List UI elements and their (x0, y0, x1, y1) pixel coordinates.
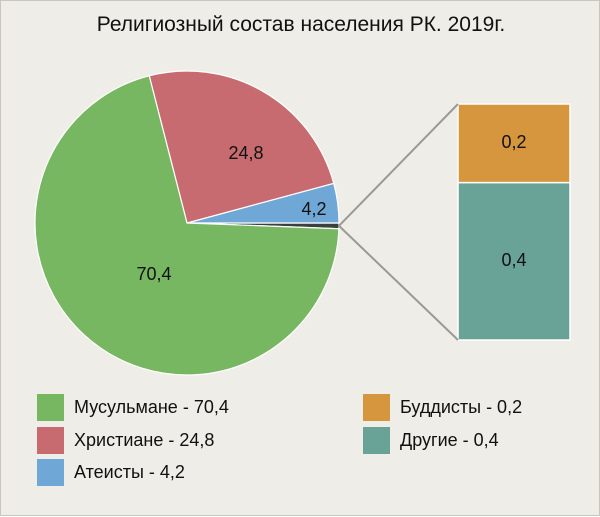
legend-item-others: Другие - 0,4 (363, 427, 499, 454)
legend-swatch-muslims (37, 394, 64, 421)
legend-swatch-others (363, 427, 390, 454)
legend-label-atheists: Атеисты - 4,2 (74, 462, 185, 482)
legend-swatch-atheists (37, 459, 64, 486)
label-buddhists: 0,2 (501, 132, 526, 152)
slice-muslims (34, 75, 340, 376)
label-others: 0,4 (501, 250, 526, 270)
connector-line-bottom (338, 225, 459, 341)
legend-swatch-christians (37, 427, 64, 454)
legend-item-buddhists: Буддисты - 0,2 (363, 394, 522, 421)
legend-label-others: Другие - 0,4 (400, 430, 499, 450)
bar-others (457, 181, 571, 341)
chart-title: Религиозный состав населения РК. 2019г. (96, 13, 506, 36)
legend-item-muslims: Мусульмане - 70,4 (37, 394, 229, 421)
label-atheists: 4,2 (301, 199, 326, 219)
label-christians: 24,8 (228, 143, 263, 163)
legend-swatch-buddhists (363, 394, 390, 421)
legend-label-buddhists: Буддисты - 0,2 (400, 397, 523, 417)
legend-item-christians: Христиане - 24,8 (37, 427, 214, 454)
label-muslims: 70,4 (136, 264, 171, 284)
legend-item-atheists: Атеисты - 4,2 (37, 459, 185, 486)
slice-christians (148, 70, 335, 224)
connector-line-top (338, 103, 459, 227)
legend-label-muslims: Мусульмане - 70,4 (74, 397, 229, 417)
legend-label-christians: Христиане - 24,8 (74, 430, 215, 450)
